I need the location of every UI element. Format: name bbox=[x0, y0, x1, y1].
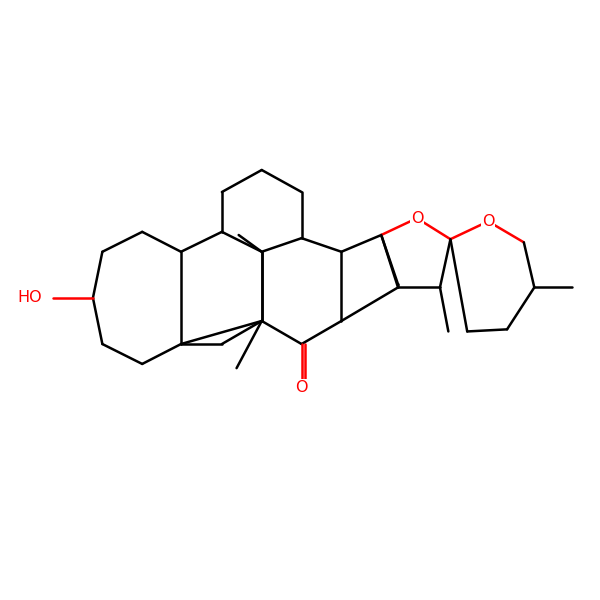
Text: O: O bbox=[295, 380, 308, 395]
Text: O: O bbox=[410, 211, 423, 226]
Text: HO: HO bbox=[18, 290, 43, 305]
Text: O: O bbox=[482, 214, 494, 229]
